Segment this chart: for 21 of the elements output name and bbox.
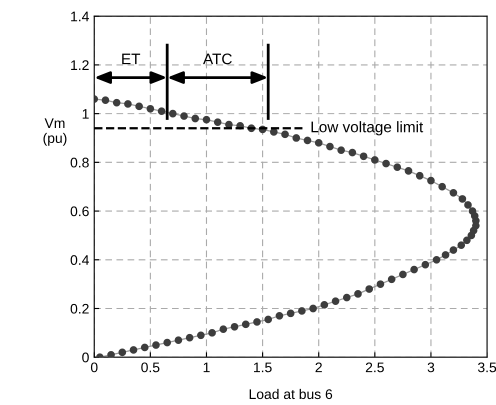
y-axis-title: Vm (pu) xyxy=(43,118,66,146)
y-tick-label: 0.8 xyxy=(70,158,89,168)
x-tick-label: 1.5 xyxy=(254,362,272,372)
y-tick-label: 1.4 xyxy=(71,12,89,22)
y-tick-label: 1.2 xyxy=(71,60,89,70)
x-tick-label: 0 xyxy=(90,362,98,372)
x-tick-label: 2 xyxy=(316,362,322,372)
x-tick-label: 3.5 xyxy=(478,362,496,372)
x-tick-label: 2.5 xyxy=(366,362,384,372)
ref-line-label: Low voltage limit xyxy=(312,121,424,136)
annotation: ATC xyxy=(203,54,232,64)
y-tick-label: 0 xyxy=(82,352,89,362)
annotation: ET xyxy=(122,54,140,64)
x-tick-label: 1 xyxy=(204,362,210,372)
y-tick-label: 0.4 xyxy=(70,255,89,265)
x-axis-title: Load at bus 6 xyxy=(250,388,332,400)
x-tick-label: 3 xyxy=(428,362,434,372)
x-tick-label: 0.5 xyxy=(141,362,160,372)
y-tick-label: 0.6 xyxy=(70,206,89,216)
y-tick-label: 0.2 xyxy=(70,304,89,314)
y-tick-label: 1 xyxy=(82,109,89,119)
